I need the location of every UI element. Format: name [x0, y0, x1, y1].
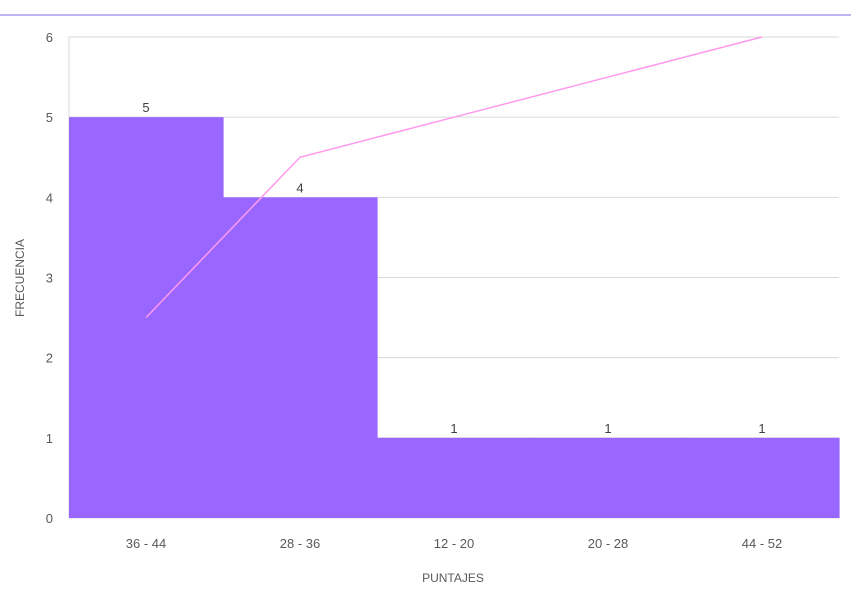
y-axis-title: FRECUENCIA — [13, 239, 27, 317]
y-tick-label: 1 — [46, 431, 53, 446]
x-tick-label: 36 - 44 — [126, 536, 166, 551]
y-tick-label: 5 — [46, 110, 53, 125]
y-tick-label: 2 — [46, 351, 53, 366]
x-tick-label: 28 - 36 — [280, 536, 320, 551]
x-tick-label: 12 - 20 — [434, 536, 474, 551]
bar — [685, 437, 840, 518]
bars — [69, 117, 840, 519]
data-labels: 5 4 1 1 1 — [142, 100, 765, 436]
data-label: 1 — [604, 421, 611, 436]
y-tick-label: 6 — [46, 30, 53, 45]
x-axis-ticks: 36 - 44 28 - 36 12 - 20 20 - 28 44 - 52 — [126, 536, 782, 551]
polygon-line — [145, 36, 763, 319]
bar — [531, 437, 686, 518]
x-axis-title: PUNTAJES — [422, 571, 484, 585]
bar — [223, 197, 378, 519]
y-tick-label: 3 — [46, 271, 53, 286]
x-tick-label: 44 - 52 — [742, 536, 782, 551]
y-axis-ticks: 0 1 2 3 4 5 6 — [46, 30, 53, 526]
x-tick-label: 20 - 28 — [588, 536, 628, 551]
y-tick-label: 4 — [46, 190, 53, 205]
y-tick-label: 0 — [46, 511, 53, 526]
data-label: 1 — [450, 421, 457, 436]
data-label: 5 — [142, 100, 149, 115]
polygon-line-path — [145, 36, 763, 319]
data-label: 1 — [758, 421, 765, 436]
data-label: 4 — [296, 180, 303, 195]
bar — [377, 437, 532, 518]
